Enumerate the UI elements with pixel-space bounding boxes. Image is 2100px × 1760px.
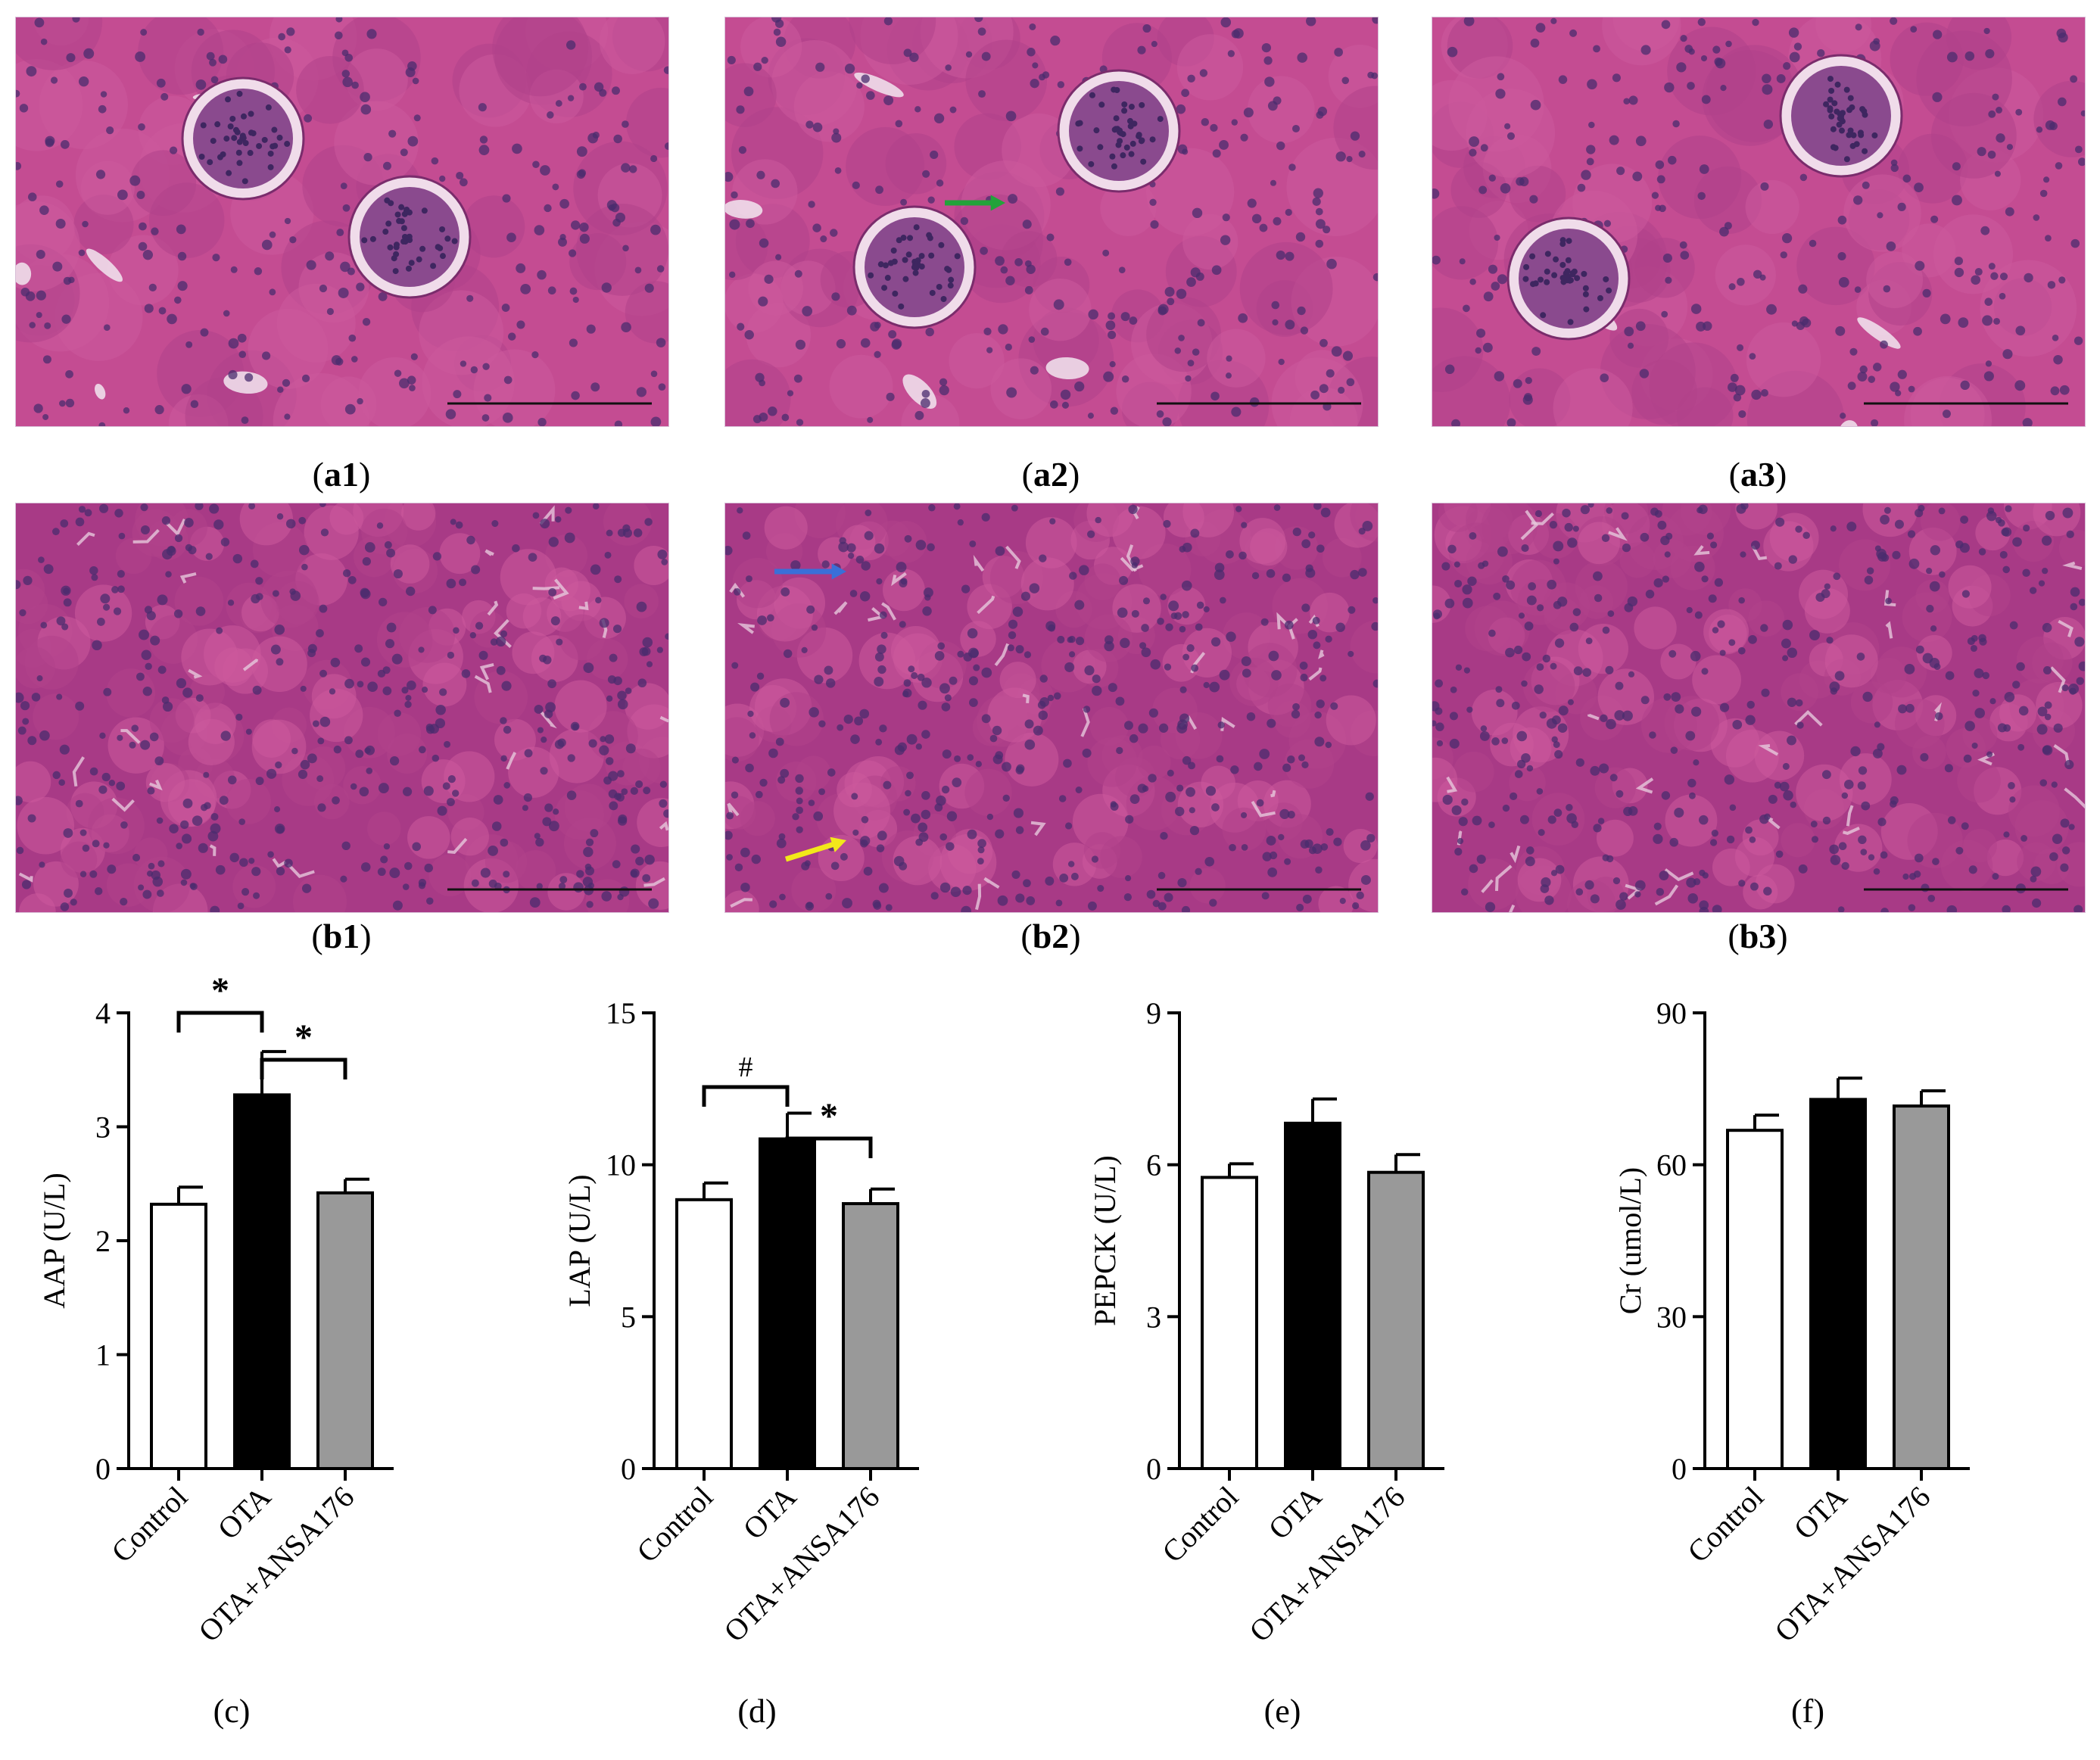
- x-tick-label: OTA+ANSA176: [717, 1480, 886, 1649]
- y-axis-label: LAP (U/L): [562, 1174, 597, 1307]
- caption-a2: (a2): [1021, 455, 1080, 494]
- bar-ota: [759, 1137, 816, 1470]
- tissue-image-a3: [1432, 17, 2085, 426]
- x-tick-label: OTA: [737, 1479, 803, 1546]
- significance-bracket: [702, 1085, 790, 1107]
- y-tick-label: 60: [1656, 1148, 1687, 1182]
- significance-bracket: [260, 1058, 347, 1079]
- y-tick-label: 6: [1146, 1148, 1161, 1182]
- significance-symbol: #: [739, 1051, 753, 1083]
- bar-ota-ansa176: [1367, 1170, 1425, 1470]
- y-tick-label: 5: [621, 1300, 636, 1334]
- significance-symbol: *: [294, 1017, 313, 1058]
- y-tick-label: 10: [606, 1148, 636, 1182]
- micrograph-a1: [15, 17, 669, 427]
- chart-f: 0 30 60 90 Cr (umol/L) Control OTA OTA+ANSA176 (…: [1576, 977, 2100, 1760]
- x-tick-label: Control: [104, 1480, 194, 1569]
- caption-b2: (b2): [1020, 917, 1081, 955]
- y-tick-label: 1: [95, 1338, 111, 1372]
- micrograph-b2: [724, 503, 1379, 913]
- x-tick-label: OTA: [1262, 1479, 1329, 1546]
- y-tick-label: 30: [1656, 1300, 1687, 1334]
- bar-control: [675, 1198, 733, 1470]
- y-tick-label: 4: [95, 996, 111, 1030]
- tissue-image-a2: [725, 17, 1378, 426]
- x-tick-label: Control: [1681, 1480, 1770, 1569]
- chart-e: 0 3 6 9 PEPCK (U/L) Control OTA OTA+ANSA176 (e): [1051, 977, 1576, 1760]
- y-tick-label: 9: [1146, 996, 1161, 1030]
- micrograph-b3: [1432, 503, 2086, 913]
- x-tick-label: OTA: [211, 1479, 278, 1546]
- bar-control: [1726, 1129, 1784, 1470]
- tissue-image-a1: [16, 17, 668, 426]
- x-tick-label: OTA: [1787, 1479, 1854, 1546]
- tissue-image-b2: [725, 503, 1378, 912]
- y-tick-label: 3: [1146, 1300, 1161, 1334]
- caption-a1: (a1): [312, 455, 371, 494]
- y-axis-label: PEPCK (U/L): [1088, 1155, 1122, 1326]
- chart-d: 0 5 10 15 LAP (U/L) Control OTA OTA+ANSA176 # * (d…: [525, 977, 1051, 1760]
- panel-label: (c): [213, 1693, 251, 1730]
- y-tick-label: 0: [1146, 1452, 1161, 1486]
- y-axis-label: Cr (umol/L): [1613, 1167, 1647, 1314]
- y-tick-label: 0: [95, 1452, 111, 1486]
- x-tick-label: OTA+ANSA176: [1768, 1480, 1936, 1649]
- caption-a3: (a3): [1728, 455, 1787, 494]
- micrograph-a2: [724, 17, 1379, 427]
- y-tick-label: 2: [95, 1224, 111, 1258]
- panel-label: (d): [737, 1693, 776, 1730]
- bar-ota: [233, 1093, 291, 1471]
- y-tick-label: 3: [95, 1111, 111, 1145]
- micrograph-a3: [1432, 17, 2086, 427]
- bar-ota: [1809, 1098, 1867, 1470]
- x-tick-label: OTA+ANSA176: [1242, 1480, 1411, 1649]
- significance-bracket: [785, 1136, 873, 1158]
- y-tick-label: 90: [1656, 996, 1687, 1030]
- bar-ota-ansa176: [842, 1202, 899, 1470]
- chart-c: 0 1 2 3 4 AAP (U/L) Control OTA OTA+ANSA176 * * (c): [0, 970, 525, 1760]
- y-tick-label: 0: [621, 1452, 636, 1486]
- bar-control: [1201, 1176, 1258, 1470]
- significance-bracket: [176, 1011, 264, 1033]
- significance-symbol: *: [211, 970, 229, 1011]
- y-axis-label: AAP (U/L): [37, 1173, 71, 1309]
- panel-label: (e): [1264, 1693, 1301, 1730]
- y-tick-label: 0: [1672, 1452, 1687, 1486]
- panel-label: (f): [1791, 1693, 1824, 1730]
- bar-ota-ansa176: [1893, 1104, 1950, 1470]
- bar-control: [150, 1202, 207, 1470]
- caption-b3: (b3): [1728, 917, 1788, 955]
- tissue-image-b3: [1432, 503, 2085, 912]
- bar-ota-ansa176: [316, 1191, 374, 1470]
- tissue-image-b1: [16, 503, 668, 912]
- caption-b1: (b1): [311, 917, 372, 955]
- x-tick-label: OTA+ANSA176: [192, 1480, 360, 1649]
- significance-symbol: *: [820, 1096, 838, 1136]
- x-tick-label: Control: [1155, 1480, 1245, 1569]
- x-tick-label: Control: [630, 1480, 719, 1569]
- y-tick-label: 15: [606, 996, 636, 1030]
- bar-ota: [1284, 1121, 1341, 1470]
- micrograph-b1: [15, 503, 669, 913]
